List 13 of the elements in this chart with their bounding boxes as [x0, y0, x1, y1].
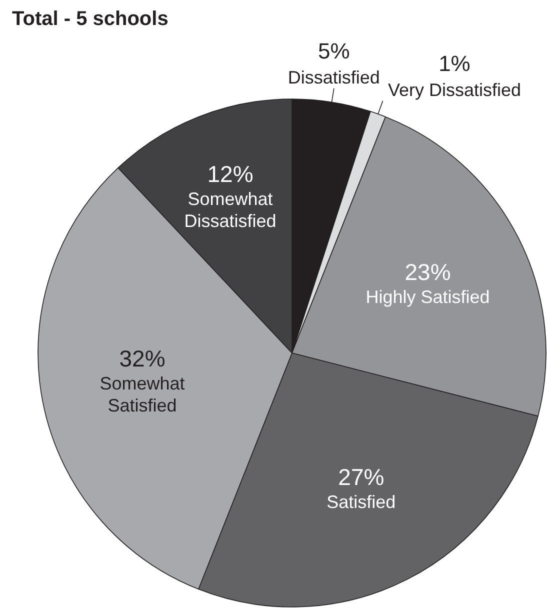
data-label: 12% — [207, 161, 254, 188]
chart-title: Total - 5 schools — [12, 8, 168, 30]
slice-label: Highly Satisfied — [366, 286, 490, 307]
slice-label: Somewhat Dissatisfied — [184, 189, 276, 232]
data-label: 27% — [338, 464, 384, 490]
data-label: 32% — [119, 346, 166, 372]
slice-label: Satisfied — [326, 492, 396, 512]
data-label: 5% — [318, 38, 350, 64]
data-label: 23% — [404, 258, 451, 285]
data-label: 1% — [438, 50, 470, 76]
slice-label: Very Dissatisfied — [388, 80, 522, 100]
slice-label: Somewhat Satisfied — [100, 374, 185, 416]
slice-label: Dissatisfied — [288, 67, 380, 88]
